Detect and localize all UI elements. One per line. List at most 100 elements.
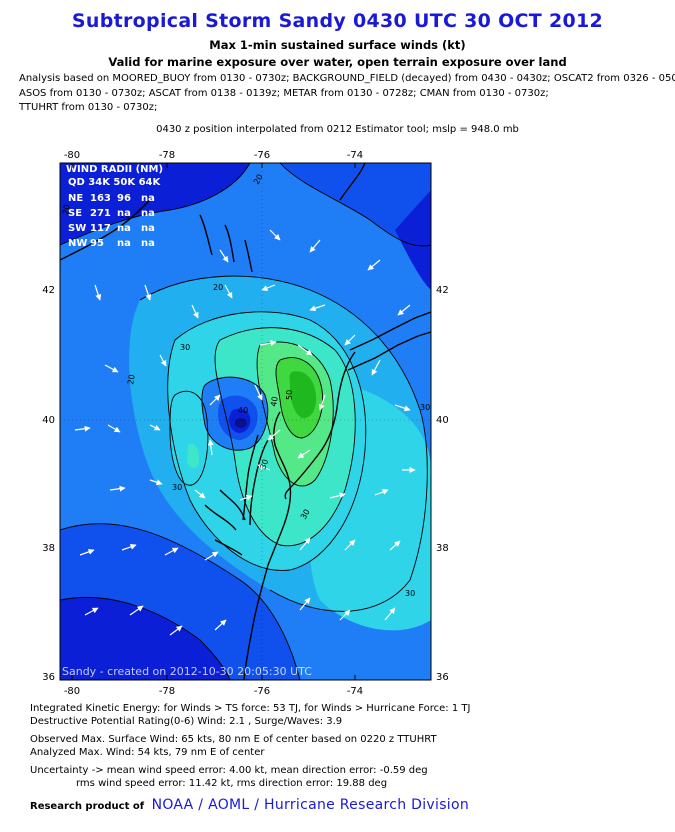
wind-radii-64k: na: [141, 238, 155, 249]
uncertainty-line: Uncertainty -> mean wind speed error: 4.…: [30, 765, 428, 776]
contour-lines: [60, 163, 431, 680]
wind-arrow: [149, 424, 161, 431]
contour-line: [256, 341, 334, 487]
wind-radii-50k: na: [117, 238, 131, 249]
lon-ticks-bottom: [71, 675, 356, 680]
contour-line: [214, 327, 356, 547]
wind-radii-34k: 271: [90, 208, 111, 219]
wind-arrow: [224, 284, 233, 299]
lon-labels-bottom: -80 -78 -76 -74: [64, 686, 363, 697]
contour-label: 50: [285, 390, 294, 400]
wind-arrow: [239, 494, 253, 501]
subtitle-exposure: Valid for marine exposure over water, op…: [108, 55, 567, 69]
wind-radii-row: NW 95 na na: [68, 238, 155, 249]
contour-label: 40: [269, 396, 280, 408]
wind-arrow: [164, 547, 179, 556]
org-link[interactable]: NOAA / AOML / Hurricane Research Divisio…: [151, 797, 470, 813]
coastline-long-island: [347, 331, 431, 371]
wind-arrow: [339, 609, 351, 621]
lat-label: 42: [436, 285, 449, 296]
lon-label: -80: [64, 150, 80, 161]
lon-labels-top: -80 -78 -76 -74: [64, 150, 363, 161]
contour-label: 30: [258, 458, 270, 471]
wind-arrow: [169, 625, 183, 636]
contour-label: 40: [238, 406, 248, 415]
wind-radii-title: WIND RADII (NM): [66, 164, 163, 175]
map-frame: [59, 162, 432, 681]
wind-arrow: [79, 548, 95, 556]
wind-arrow: [191, 304, 199, 319]
coastline-chesapeake-w: [249, 439, 269, 526]
lon-label: -78: [159, 686, 175, 697]
contour-line: [275, 357, 323, 439]
wind-arrow: [389, 540, 401, 551]
wind-arrow: [299, 597, 311, 611]
wind-radii-row: NE 163 96 na: [68, 193, 155, 204]
wind-radii-row: SE 271 na na: [68, 208, 155, 219]
wind-arrow: [144, 284, 152, 301]
contour-line: [169, 390, 209, 486]
wind-radii-50k: 96: [117, 193, 131, 204]
contour-label: 20: [120, 211, 130, 220]
lat-label: 40: [436, 415, 449, 426]
rms-error-line: rms wind speed error: 11.42 kt, rms dire…: [76, 778, 388, 789]
coastline-lake: [60, 199, 151, 261]
wind-vectors: [74, 229, 416, 636]
wind-arrow: [269, 229, 281, 241]
source-line: ASOS from 0130 - 0730z; ASCAT from 0138 …: [19, 87, 549, 99]
wind-radii-table: WIND RADII (NM) QD 34K 50K 64K NE 163 96…: [66, 164, 163, 249]
wind-radii-quad: NE: [68, 193, 83, 204]
wind-arrow: [204, 551, 219, 561]
dpr-line: Destructive Potential Rating(0-6) Wind: …: [30, 716, 343, 727]
contour-label: 30: [299, 508, 312, 521]
wind-arrow: [209, 394, 221, 406]
band-deep-blue-nw: [60, 163, 250, 245]
lon-label: -76: [254, 150, 270, 161]
wind-arrow: [74, 425, 91, 432]
wind-arrow: [329, 492, 346, 499]
contour-label: 30: [172, 483, 182, 492]
lat-label: 38: [42, 543, 55, 554]
wind-radii-50k: na: [117, 208, 131, 219]
lat-label: 40: [42, 415, 55, 426]
contour-line: [60, 523, 301, 680]
contour-line: [60, 596, 231, 680]
wind-radii-64k: na: [141, 193, 155, 204]
lon-ticks-top: [71, 163, 356, 168]
contour-label: 20: [61, 204, 72, 216]
wind-arrow: [254, 384, 263, 401]
band-deep-blue-east: [395, 190, 431, 290]
coastline-ct: [349, 311, 431, 351]
wind-arrow: [257, 464, 271, 471]
band-aqua-west: [187, 443, 200, 468]
wind-arrow: [219, 249, 229, 263]
position-note: 0430 z position interpolated from 0212 E…: [156, 124, 519, 135]
wind-arrow: [109, 485, 126, 492]
contour-label: 20: [126, 374, 137, 386]
analysis-sources: Analysis based on MOORED_BUOY from 0130 …: [19, 72, 675, 116]
wind-arrow: [344, 539, 356, 551]
observed-max-line: Observed Max. Surface Wind: 65 kts, 80 n…: [30, 734, 437, 745]
wind-arrow: [397, 304, 411, 316]
coastline-bay: [214, 539, 243, 556]
band-blue-ne: [280, 163, 431, 246]
wind-radii-34k: 163: [90, 193, 111, 204]
storm-center: [235, 418, 247, 428]
wind-arrow: [371, 359, 381, 376]
contour-labels: 20 20 20 20 30 30 30 40 40 50 30 30 30 2…: [61, 173, 430, 598]
contour-line: [201, 376, 269, 451]
wind-radii-50k: na: [117, 223, 131, 234]
footer-label: Research product of: [30, 801, 145, 812]
wind-radii-quad: SW: [68, 223, 86, 234]
band-dark-green-max: [289, 371, 317, 419]
page-title: Subtropical Storm Sandy 0430 UTC 30 OCT …: [71, 10, 604, 32]
wind-arrow: [318, 394, 326, 411]
coastline-nj: [284, 351, 356, 500]
wind-arrow: [129, 605, 144, 616]
wind-arrow: [214, 619, 227, 631]
lon-label: -74: [347, 150, 363, 161]
contour-label: 20: [252, 173, 265, 186]
lat-label: 36: [42, 672, 55, 683]
wind-arrow: [261, 284, 276, 291]
contour-line: [139, 275, 428, 612]
